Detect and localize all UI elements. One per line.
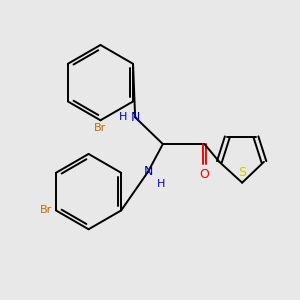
Text: N: N [130, 111, 140, 124]
Text: H: H [157, 179, 165, 189]
Text: S: S [238, 166, 246, 179]
Text: N: N [143, 165, 153, 178]
Text: Br: Br [94, 123, 106, 133]
Text: Br: Br [40, 206, 52, 215]
Text: O: O [200, 168, 209, 181]
Text: H: H [119, 112, 127, 122]
